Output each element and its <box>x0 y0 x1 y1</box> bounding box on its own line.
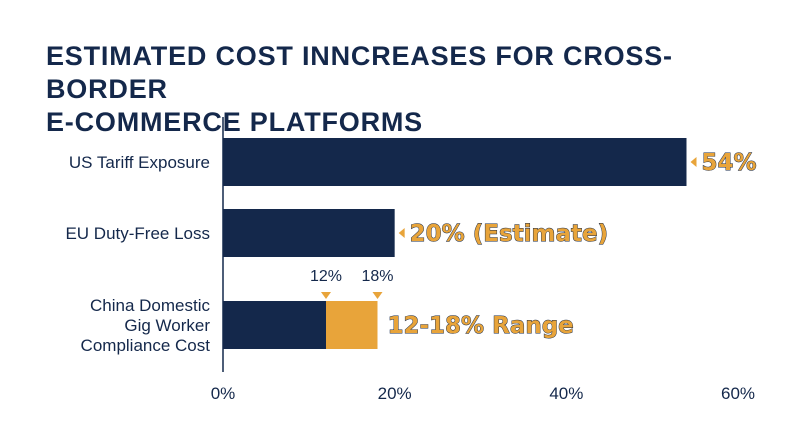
value-pointer-arrow <box>398 228 405 238</box>
x-tick-label: 40% <box>549 384 583 403</box>
bar-base-segment <box>223 301 326 349</box>
chart-title: ESTIMATED COST INNCREASES FOR CROSS-BORD… <box>46 40 766 139</box>
category-label: Compliance Cost <box>81 336 211 355</box>
range-marker-arrow <box>372 292 383 299</box>
category-label: US Tariff Exposure <box>69 153 210 172</box>
x-tick-label: 0% <box>211 384 236 403</box>
bar-value-label: 12-18% Range <box>388 313 574 339</box>
range-marker-label: 12% <box>310 268 342 285</box>
x-tick-label: 60% <box>721 384 755 403</box>
value-pointer-arrow <box>690 157 697 167</box>
bar <box>223 138 687 186</box>
chart-title-line: E-COMMERCE PLATFORMS <box>46 107 423 137</box>
chart-title-line: ESTIMATED COST INNCREASES FOR CROSS-BORD… <box>46 41 673 104</box>
bar-value-label: 54% <box>702 150 757 176</box>
x-tick-label: 20% <box>378 384 412 403</box>
range-marker-arrow <box>321 292 331 299</box>
bar-range-segment <box>326 301 378 349</box>
range-marker-label: 18% <box>361 268 393 285</box>
category-label: China Domestic <box>90 296 210 315</box>
bar <box>223 209 395 257</box>
bar-value-label: 20% (Estimate) <box>410 221 608 247</box>
category-label: EU Duty-Free Loss <box>65 224 210 243</box>
category-label: Gig Worker <box>124 316 210 335</box>
